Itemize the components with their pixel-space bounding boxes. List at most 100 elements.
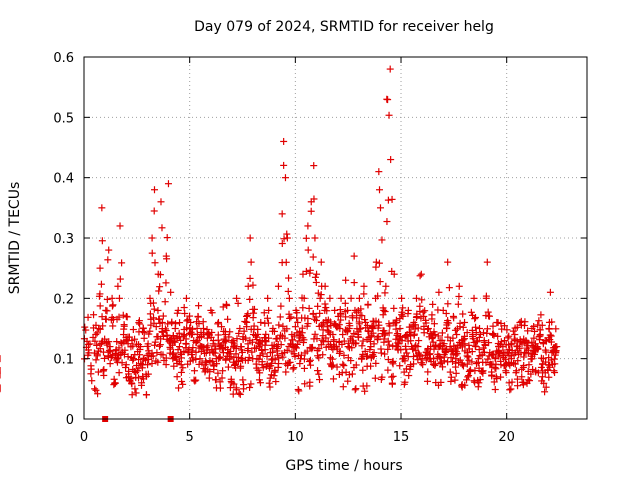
data-point (376, 186, 384, 194)
data-point (237, 362, 245, 370)
data-point (430, 345, 438, 353)
data-point (309, 253, 317, 261)
data-point (159, 351, 167, 359)
data-point (348, 344, 356, 352)
data-point (305, 357, 313, 365)
data-point (373, 334, 381, 342)
data-point (323, 307, 331, 315)
data-point (390, 270, 398, 278)
data-point (163, 255, 171, 263)
data-point (396, 325, 404, 332)
data-point (520, 353, 528, 361)
data-point (524, 376, 532, 384)
data-point (249, 281, 257, 289)
data-point (345, 371, 353, 379)
data-point (344, 377, 352, 385)
data-point (214, 336, 222, 344)
data-point (293, 340, 301, 348)
data-point (153, 349, 161, 357)
data-point (355, 294, 363, 302)
y-tick-label: 0 (66, 413, 74, 428)
data-point (317, 258, 325, 266)
x-tick-label: 0 (80, 430, 88, 445)
data-point (465, 367, 473, 375)
data-point (284, 287, 292, 295)
data-point (465, 372, 473, 380)
data-point (410, 330, 418, 338)
data-point (553, 343, 561, 351)
data-point (444, 258, 452, 266)
data-point (214, 369, 222, 377)
data-point (531, 327, 539, 335)
data-point (144, 361, 152, 369)
data-point (189, 344, 197, 352)
data-point (476, 325, 484, 332)
data-point (242, 318, 250, 326)
data-point (502, 369, 510, 377)
data-point (283, 346, 291, 354)
data-point (84, 340, 92, 348)
data-point (497, 357, 505, 365)
data-point (301, 380, 309, 388)
data-point (412, 294, 420, 302)
data-point (510, 359, 518, 367)
data-point (537, 363, 545, 371)
data-point (513, 346, 521, 354)
data-point (135, 374, 143, 382)
data-point (270, 327, 278, 335)
data-point (172, 320, 180, 328)
data-point (319, 351, 327, 359)
data-point (318, 336, 326, 344)
data-point (398, 294, 406, 302)
data-point (304, 246, 312, 254)
data-point (399, 312, 407, 320)
data-point (266, 374, 274, 382)
data-point (177, 368, 185, 376)
data-point (236, 325, 244, 332)
data-point (213, 360, 221, 368)
data-point (491, 354, 499, 362)
data-point (331, 306, 339, 314)
data-point (439, 306, 447, 314)
data-point (550, 367, 558, 375)
data-point (132, 389, 140, 397)
data-point (415, 337, 423, 345)
data-point (177, 361, 185, 369)
data-point (185, 345, 193, 353)
data-point (476, 376, 484, 384)
data-point (105, 338, 113, 346)
data-point (178, 377, 186, 385)
data-point (163, 234, 171, 242)
data-point (359, 366, 367, 374)
data-point (385, 320, 393, 328)
data-point (161, 325, 169, 333)
data-point (245, 353, 253, 361)
data-point (536, 336, 544, 344)
data-point (465, 356, 473, 364)
data-point (161, 298, 169, 306)
data-point (484, 308, 492, 316)
data-point (252, 360, 260, 368)
data-point (130, 355, 138, 363)
data-point (292, 344, 300, 352)
data-point (212, 376, 220, 384)
data-point (307, 207, 315, 215)
data-point (466, 366, 474, 374)
data-point (339, 360, 347, 368)
data-point (94, 390, 102, 398)
data-point (428, 335, 436, 343)
data-point (357, 305, 365, 313)
data-point (405, 372, 413, 380)
data-point (194, 337, 202, 345)
data-point (350, 252, 358, 260)
data-point (361, 387, 369, 395)
data-point (300, 294, 308, 302)
data-point (314, 367, 322, 375)
data-point (205, 329, 213, 337)
data-point (313, 270, 321, 278)
data-point (390, 304, 398, 312)
y-axis-label: SRMTID / TECUs (7, 182, 23, 295)
data-point (249, 314, 257, 322)
data-point (246, 274, 254, 282)
data-point (81, 323, 89, 331)
